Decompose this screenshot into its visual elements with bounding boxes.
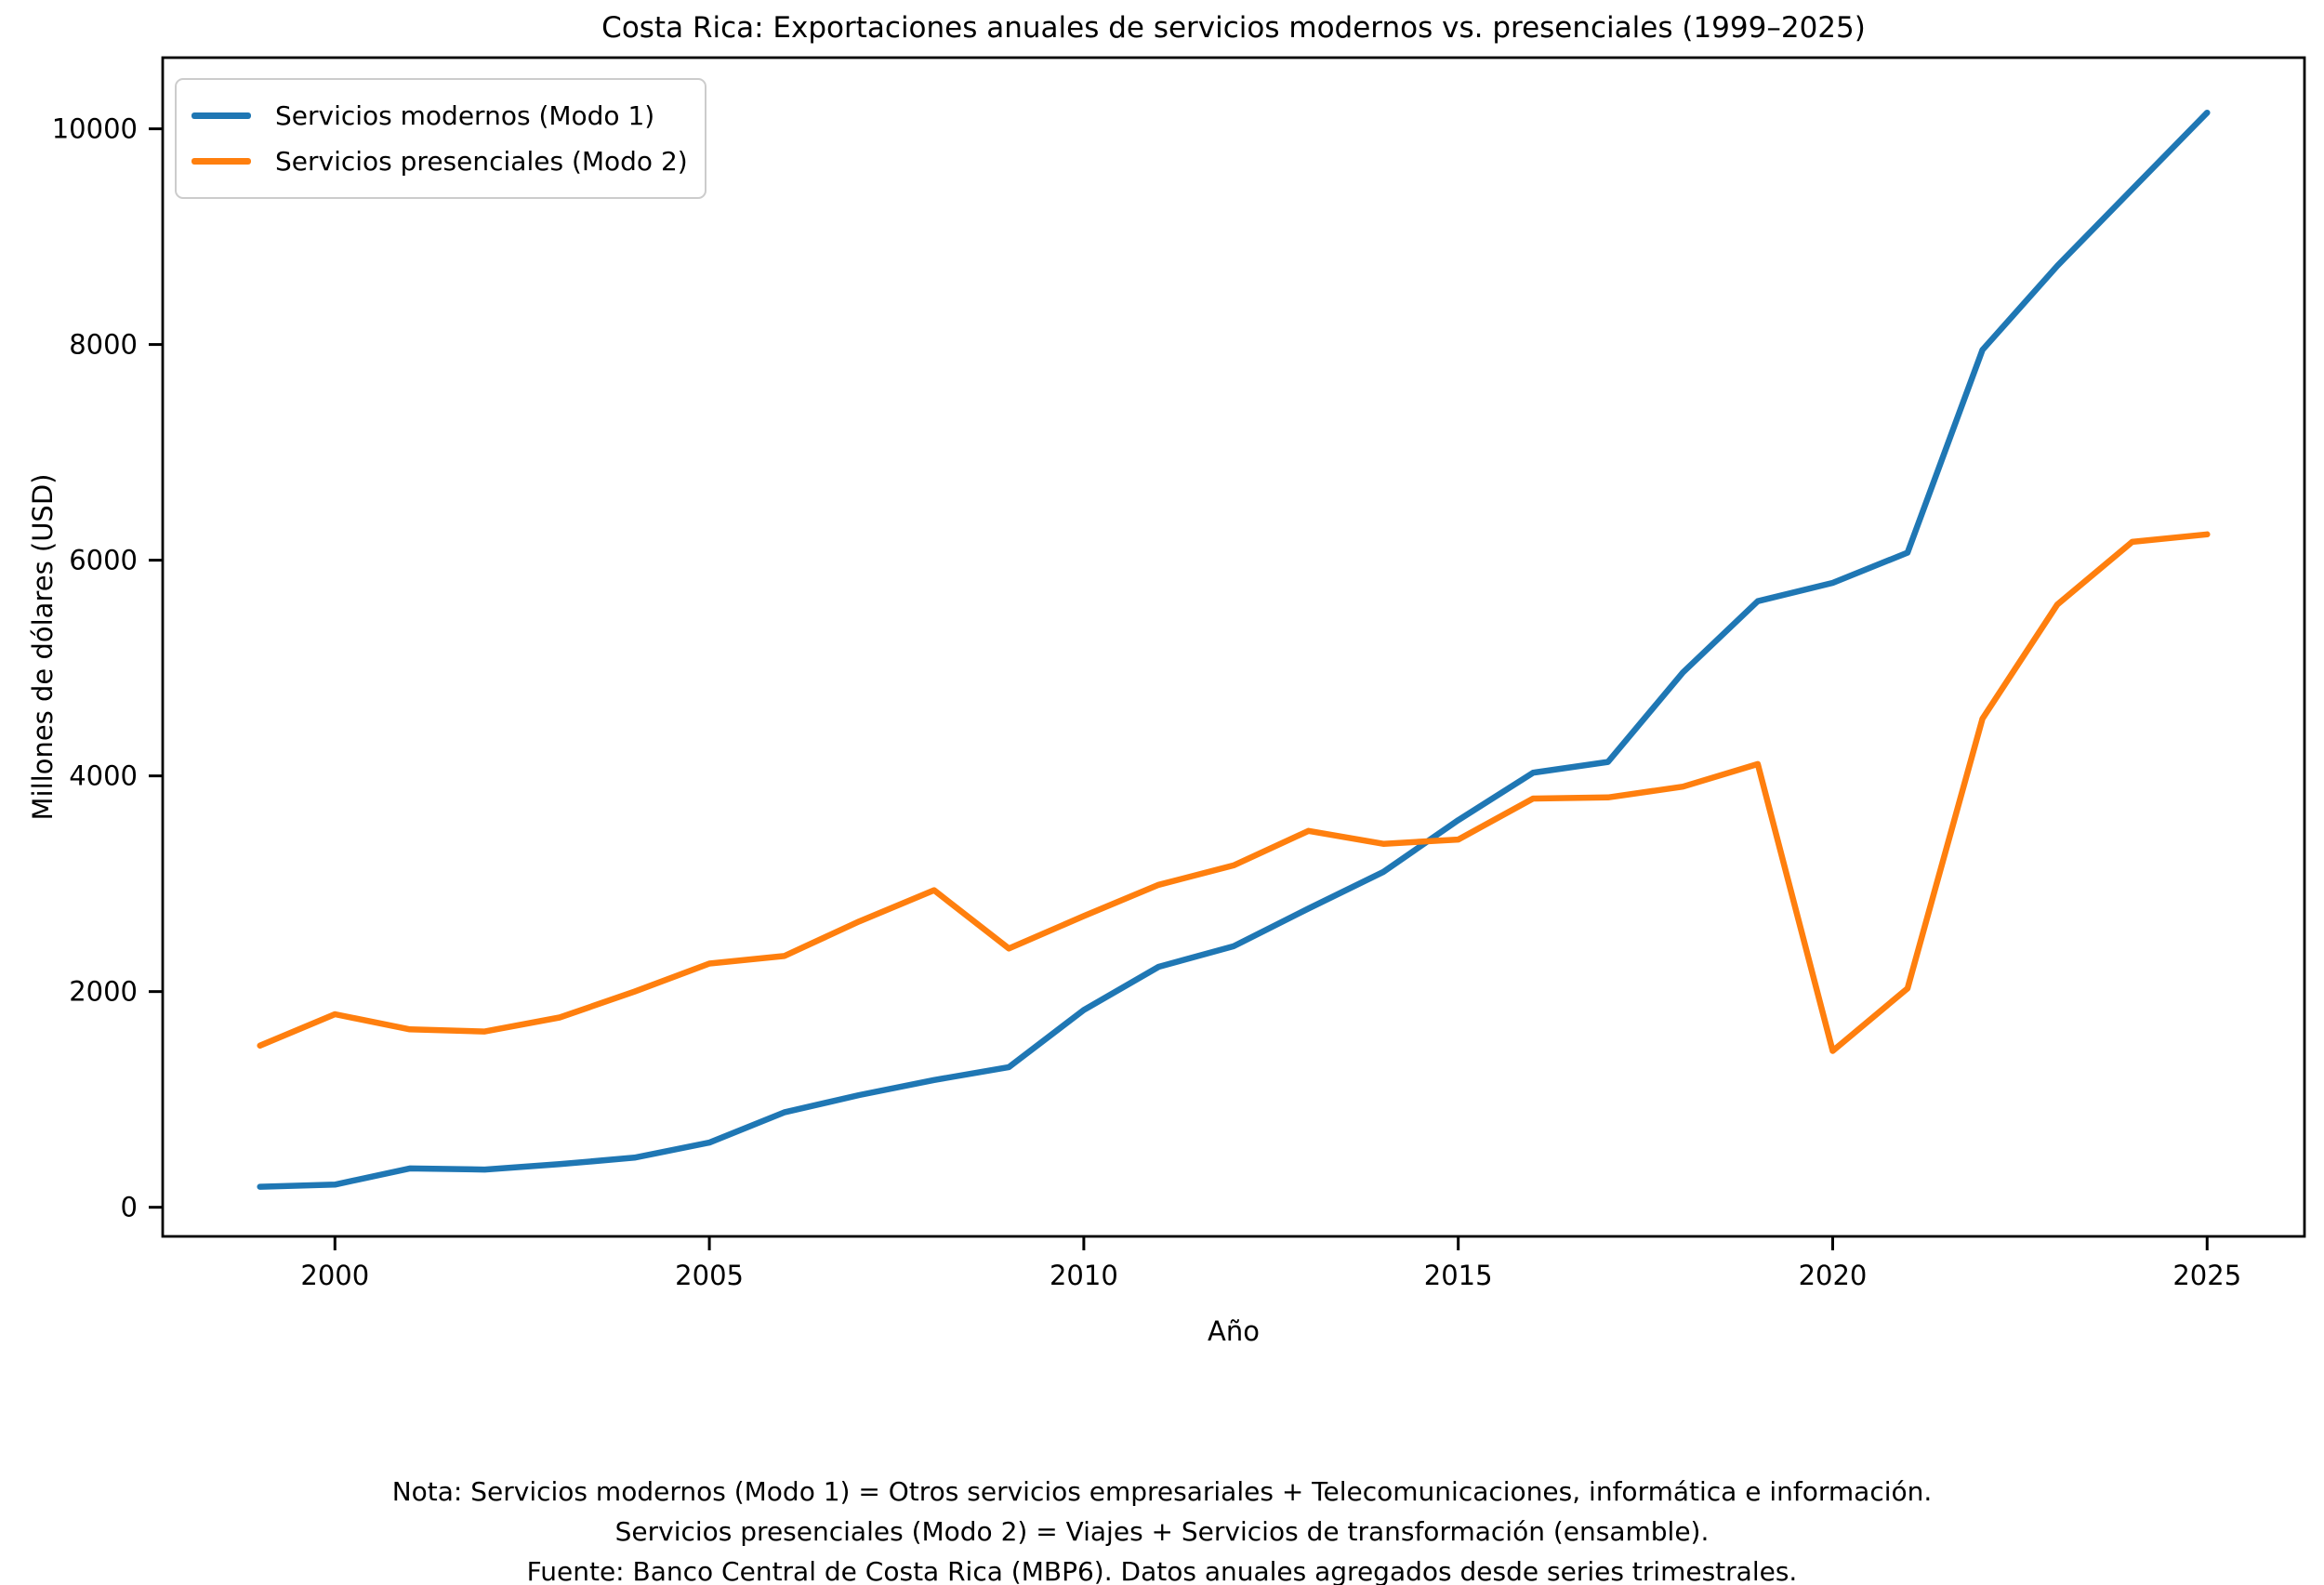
x-tick-label: 2005 xyxy=(675,1260,744,1291)
y-tick-label: 8000 xyxy=(69,329,138,361)
legend: Servicios modernos (Modo 1) Servicios pr… xyxy=(175,78,706,199)
y-tick-label: 4000 xyxy=(69,760,138,792)
y-tick-label: 2000 xyxy=(69,976,138,1008)
x-tick-label: 2015 xyxy=(1424,1260,1493,1291)
footnote-line: Fuente: Banco Central de Costa Rica (MBP… xyxy=(526,1556,1798,1585)
footnote-line: Nota: Servicios modernos (Modo 1) = Otro… xyxy=(391,1476,1933,1507)
legend-label: Servicios modernos (Modo 1) xyxy=(275,100,655,131)
x-axis-label: Año xyxy=(1208,1315,1260,1347)
x-tick-label: 2025 xyxy=(2172,1260,2241,1291)
legend-item: Servicios modernos (Modo 1) xyxy=(186,100,695,131)
y-axis-label: Millones de dólares (USD) xyxy=(27,473,59,821)
x-tick-label: 2010 xyxy=(1050,1260,1118,1291)
legend-item: Servicios presenciales (Modo 2) xyxy=(186,146,695,177)
footnote: Nota: Servicios modernos (Modo 1) = Otro… xyxy=(0,1472,2324,1585)
legend-swatch-presenciales xyxy=(191,158,251,165)
x-tick-label: 2000 xyxy=(300,1260,369,1291)
plot-spines xyxy=(161,56,2306,1238)
chart-title: Costa Rica: Exportaciones anuales de ser… xyxy=(601,11,1866,45)
legend-swatch-modernos xyxy=(191,112,251,119)
footnote-line: Servicios presenciales (Modo 2) = Viajes… xyxy=(614,1516,1710,1547)
line-servicios-modernos-modo-1- xyxy=(257,109,2211,1190)
legend-label: Servicios presenciales (Modo 2) xyxy=(275,146,688,177)
y-tick-label: 6000 xyxy=(69,545,138,576)
line-servicios-presenciales-modo-2- xyxy=(257,531,2211,1054)
y-tick-label: 10000 xyxy=(52,113,138,145)
x-tick-label: 2020 xyxy=(1799,1260,1868,1291)
y-tick-label: 0 xyxy=(121,1192,138,1223)
